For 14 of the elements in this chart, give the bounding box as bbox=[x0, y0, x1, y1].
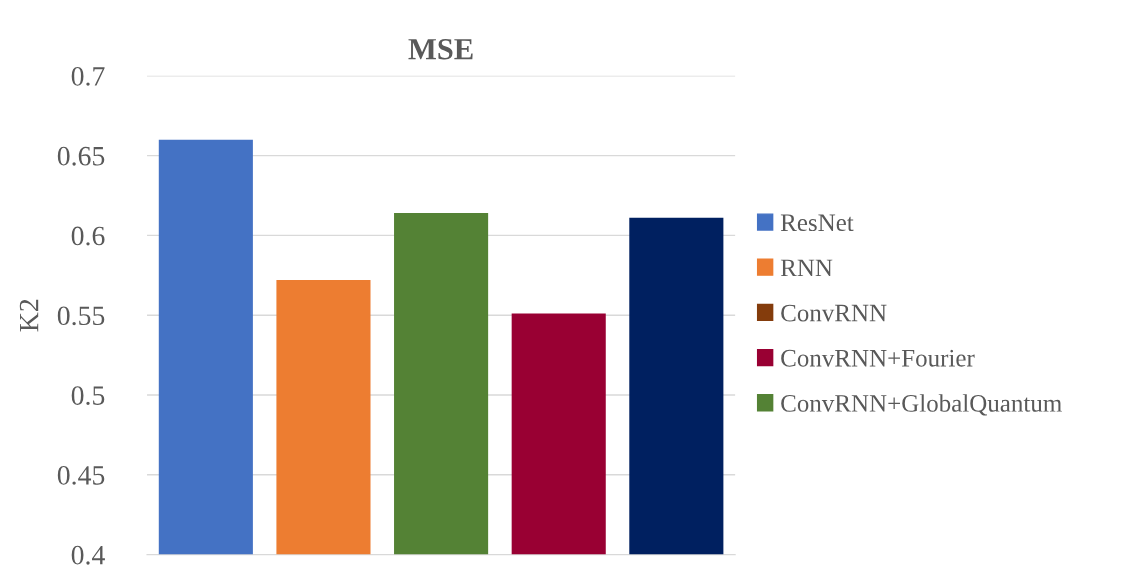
y-axis-title: K2 bbox=[19, 299, 39, 332]
legend-label: ConvRNN+Fourier bbox=[781, 349, 975, 367]
y-tick-label: 0.4 bbox=[71, 545, 105, 565]
y-tick-label: 0.6 bbox=[71, 226, 105, 246]
legend-label: ConvRNN+GlobalQuantum bbox=[781, 394, 1062, 416]
y-tick-label: 0.7 bbox=[71, 66, 105, 86]
legend-label: RNN bbox=[780, 259, 833, 277]
legend-label: ResNet bbox=[780, 214, 854, 232]
y-tick-label: 0.55 bbox=[57, 306, 105, 326]
y-tick-label: 0.5 bbox=[71, 386, 105, 406]
legend-label: ConvRNN bbox=[781, 304, 887, 322]
y-tick-label: 0.65 bbox=[57, 146, 105, 166]
y-tick-label: 0.45 bbox=[57, 465, 105, 485]
chart-title: MSE bbox=[408, 38, 473, 60]
